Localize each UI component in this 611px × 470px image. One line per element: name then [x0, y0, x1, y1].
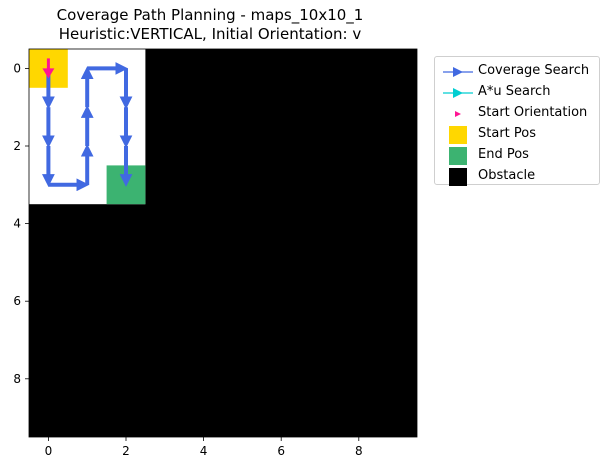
legend-item: A*u Search: [435, 83, 601, 103]
x-tick-label: 6: [277, 444, 285, 458]
chart-title-line-1: Coverage Path Planning - maps_10x10_1: [56, 6, 364, 24]
x-tick-label: 4: [200, 444, 208, 458]
chart-title-line-2: Heuristic:VERTICAL, Initial Orientation:…: [58, 25, 362, 43]
y-tick-label: 8: [13, 372, 21, 386]
legend-label: Start Pos: [478, 126, 536, 141]
y-tick-label: 2: [13, 139, 21, 153]
start-orientation-arrow: [42, 68, 55, 79]
legend-label: Obstacle: [478, 168, 536, 183]
legend: Coverage Search A*u Search Start Orientati…: [434, 56, 601, 187]
x-tick-label: 2: [122, 444, 130, 458]
legend-item: Coverage Search: [435, 62, 601, 82]
x-tick-label: 8: [355, 444, 363, 458]
legend-label: A*u Search: [478, 84, 551, 99]
legend-swatch: [449, 126, 467, 144]
legend-arrow-icon: [443, 67, 473, 77]
legend-label: End Pos: [478, 147, 529, 162]
legend-item: Start Pos: [435, 125, 601, 145]
legend-item: Obstacle: [435, 167, 601, 187]
legend-arrow-icon: [443, 88, 473, 98]
x-tick-label: 0: [45, 444, 53, 458]
legend-swatch: [449, 147, 467, 165]
y-tick-label: 0: [13, 61, 21, 75]
legend-item: End Pos: [435, 146, 601, 166]
y-tick-label: 4: [13, 217, 21, 231]
legend-arrow-icon: [455, 111, 461, 117]
legend-swatch: [449, 168, 467, 186]
y-tick-label: 6: [13, 294, 21, 308]
legend-item: Start Orientation: [435, 104, 601, 124]
legend-label: Coverage Search: [478, 63, 590, 78]
legend-label: Start Orientation: [478, 105, 588, 120]
plot-frame: [28, 48, 418, 438]
